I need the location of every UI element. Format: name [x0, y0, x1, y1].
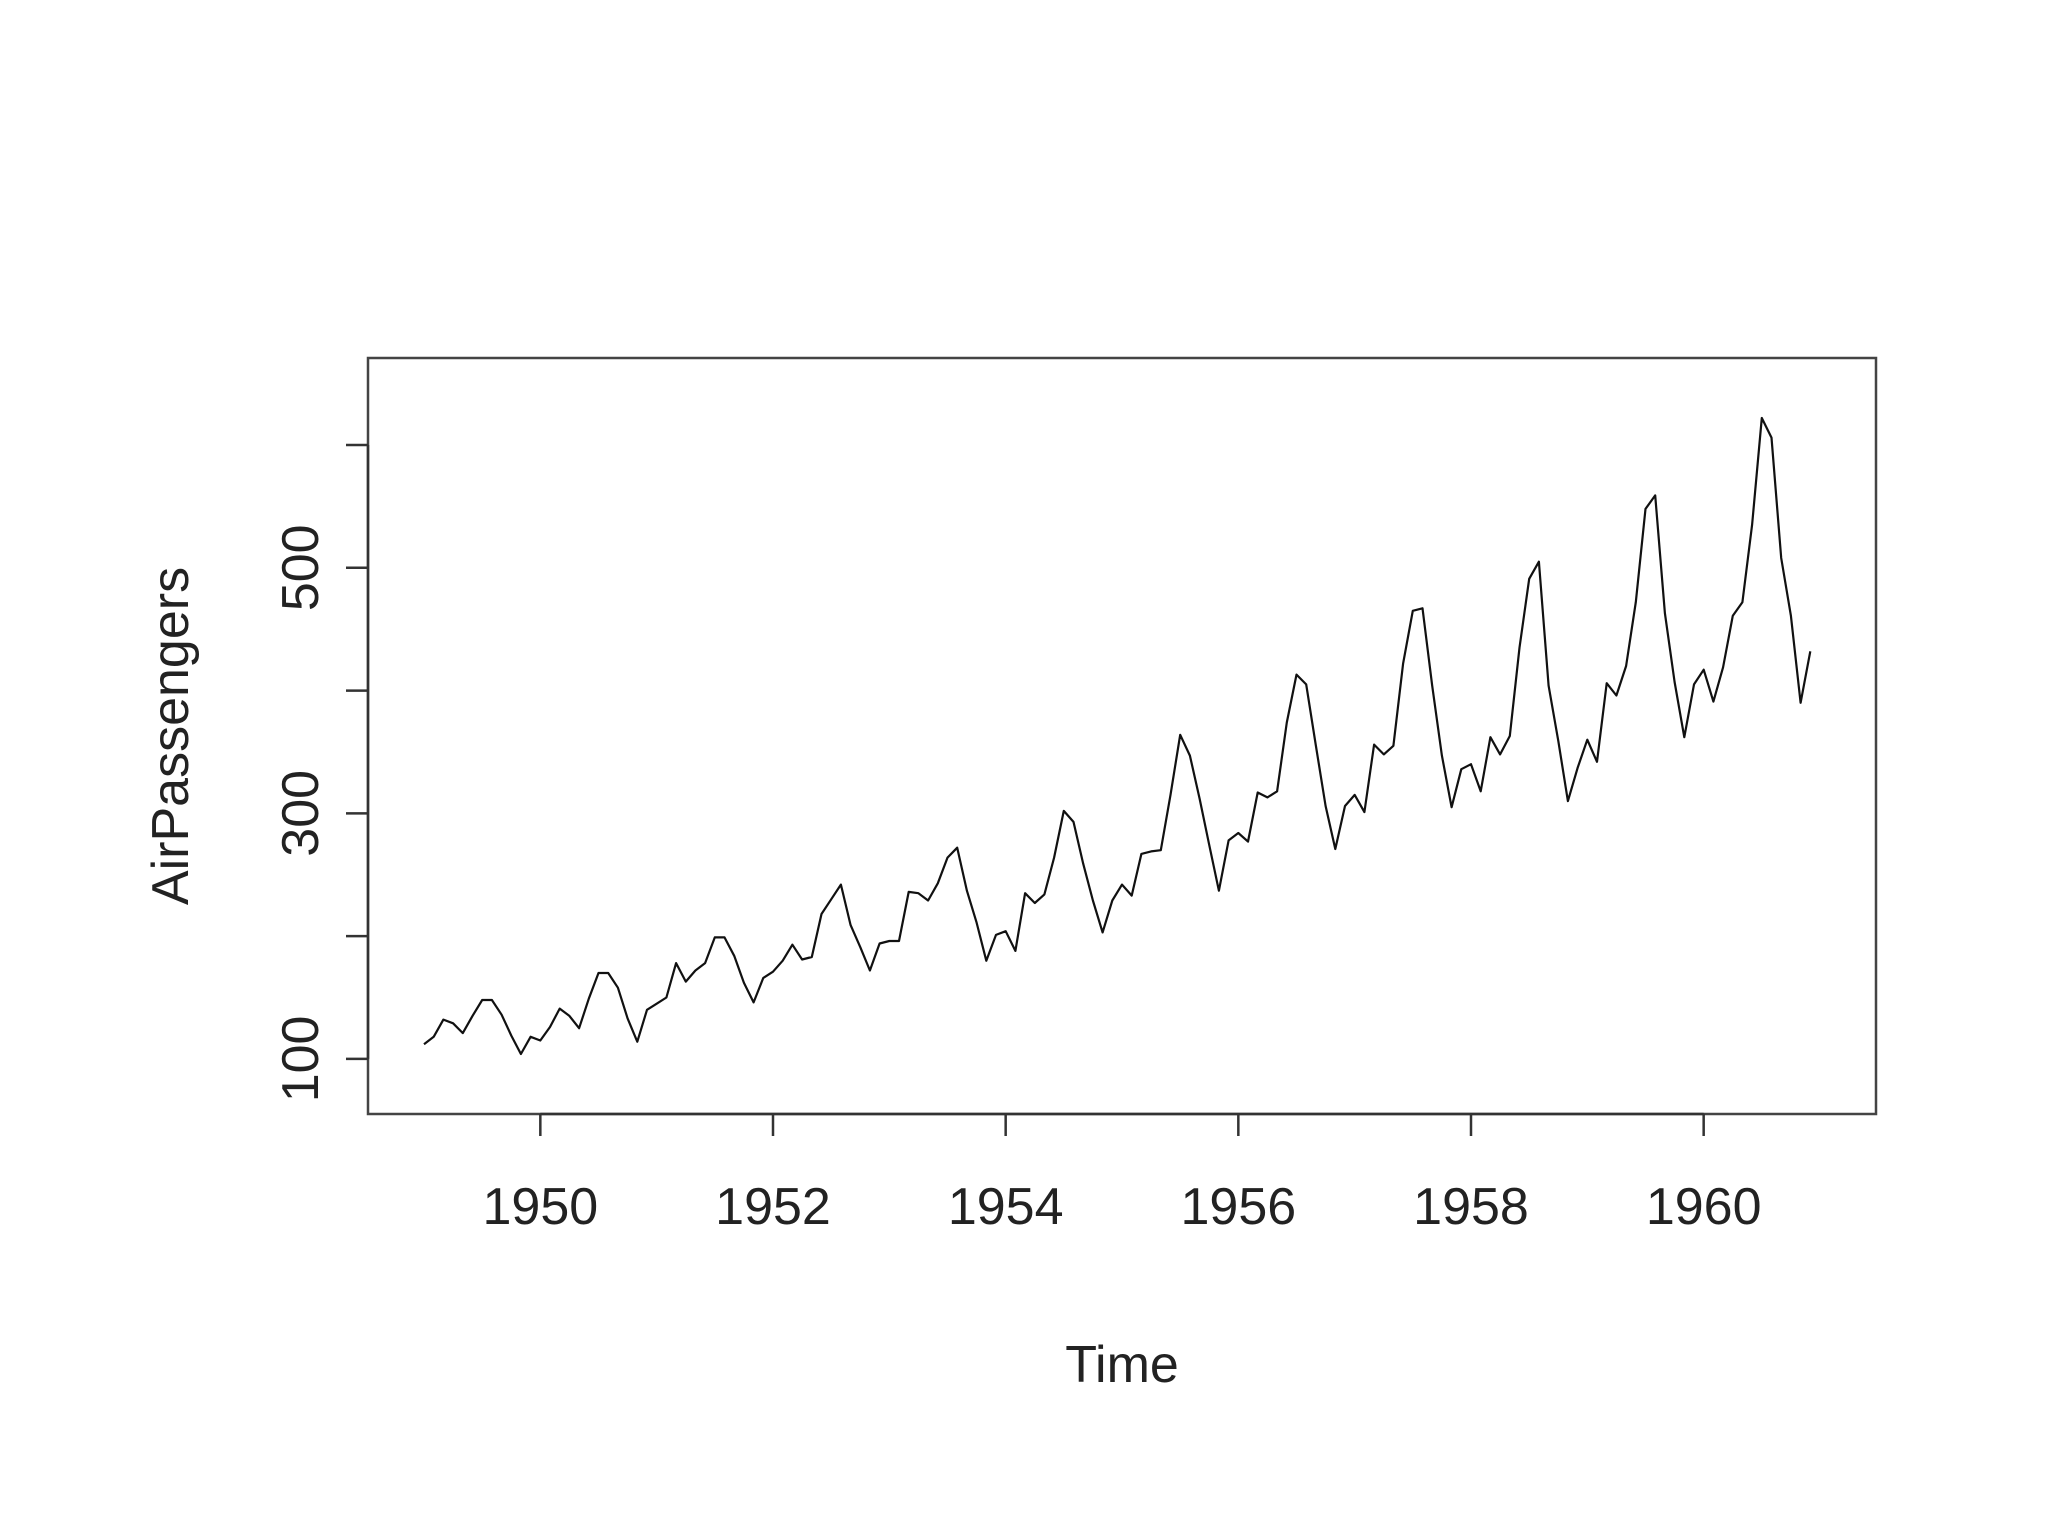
y-tick-label: 500 [272, 524, 330, 611]
series-line [423, 416, 1812, 1056]
y-tick-label: 100 [272, 1016, 330, 1103]
plot-frame [366, 356, 1878, 1116]
x-axis-label: Time [1065, 1336, 1179, 1394]
x-tick-label: 1958 [1413, 1178, 1529, 1236]
y-axis: 100 300 500 [272, 443, 370, 1103]
x-tick-label: 1954 [948, 1178, 1064, 1236]
x-tick-label: 1950 [482, 1178, 598, 1236]
y-axis-label: AirPassengers [142, 567, 200, 905]
x-axis: 1950 1952 1954 1956 1958 1960 [482, 1112, 1762, 1236]
x-tick-label: 1960 [1646, 1178, 1762, 1236]
x-tick-label: 1952 [715, 1178, 831, 1236]
x-tick-label: 1956 [1180, 1178, 1296, 1236]
y-tick-label: 300 [272, 770, 330, 857]
